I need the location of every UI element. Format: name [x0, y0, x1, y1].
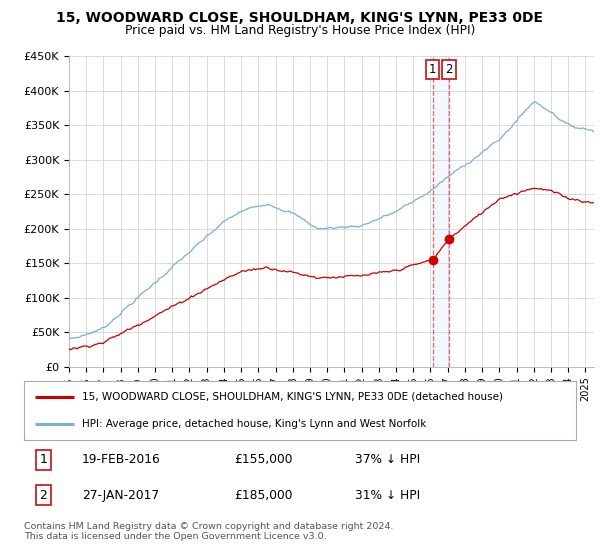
Text: 15, WOODWARD CLOSE, SHOULDHAM, KING'S LYNN, PE33 0DE: 15, WOODWARD CLOSE, SHOULDHAM, KING'S LY…	[56, 11, 544, 25]
Text: 31% ↓ HPI: 31% ↓ HPI	[355, 489, 421, 502]
Text: £185,000: £185,000	[234, 489, 292, 502]
Text: HPI: Average price, detached house, King's Lynn and West Norfolk: HPI: Average price, detached house, King…	[82, 419, 427, 429]
Text: 2: 2	[445, 63, 453, 76]
Text: Contains HM Land Registry data © Crown copyright and database right 2024.
This d: Contains HM Land Registry data © Crown c…	[24, 522, 394, 542]
Text: 19-FEB-2016: 19-FEB-2016	[82, 453, 161, 466]
Text: 27-JAN-2017: 27-JAN-2017	[82, 489, 159, 502]
Text: 2: 2	[40, 489, 47, 502]
Text: 1: 1	[40, 453, 47, 466]
Text: 37% ↓ HPI: 37% ↓ HPI	[355, 453, 421, 466]
Text: 15, WOODWARD CLOSE, SHOULDHAM, KING'S LYNN, PE33 0DE (detached house): 15, WOODWARD CLOSE, SHOULDHAM, KING'S LY…	[82, 391, 503, 402]
Text: 1: 1	[429, 63, 436, 76]
Bar	[433, 56, 449, 367]
Text: Price paid vs. HM Land Registry's House Price Index (HPI): Price paid vs. HM Land Registry's House …	[125, 24, 475, 37]
Text: £155,000: £155,000	[234, 453, 292, 466]
